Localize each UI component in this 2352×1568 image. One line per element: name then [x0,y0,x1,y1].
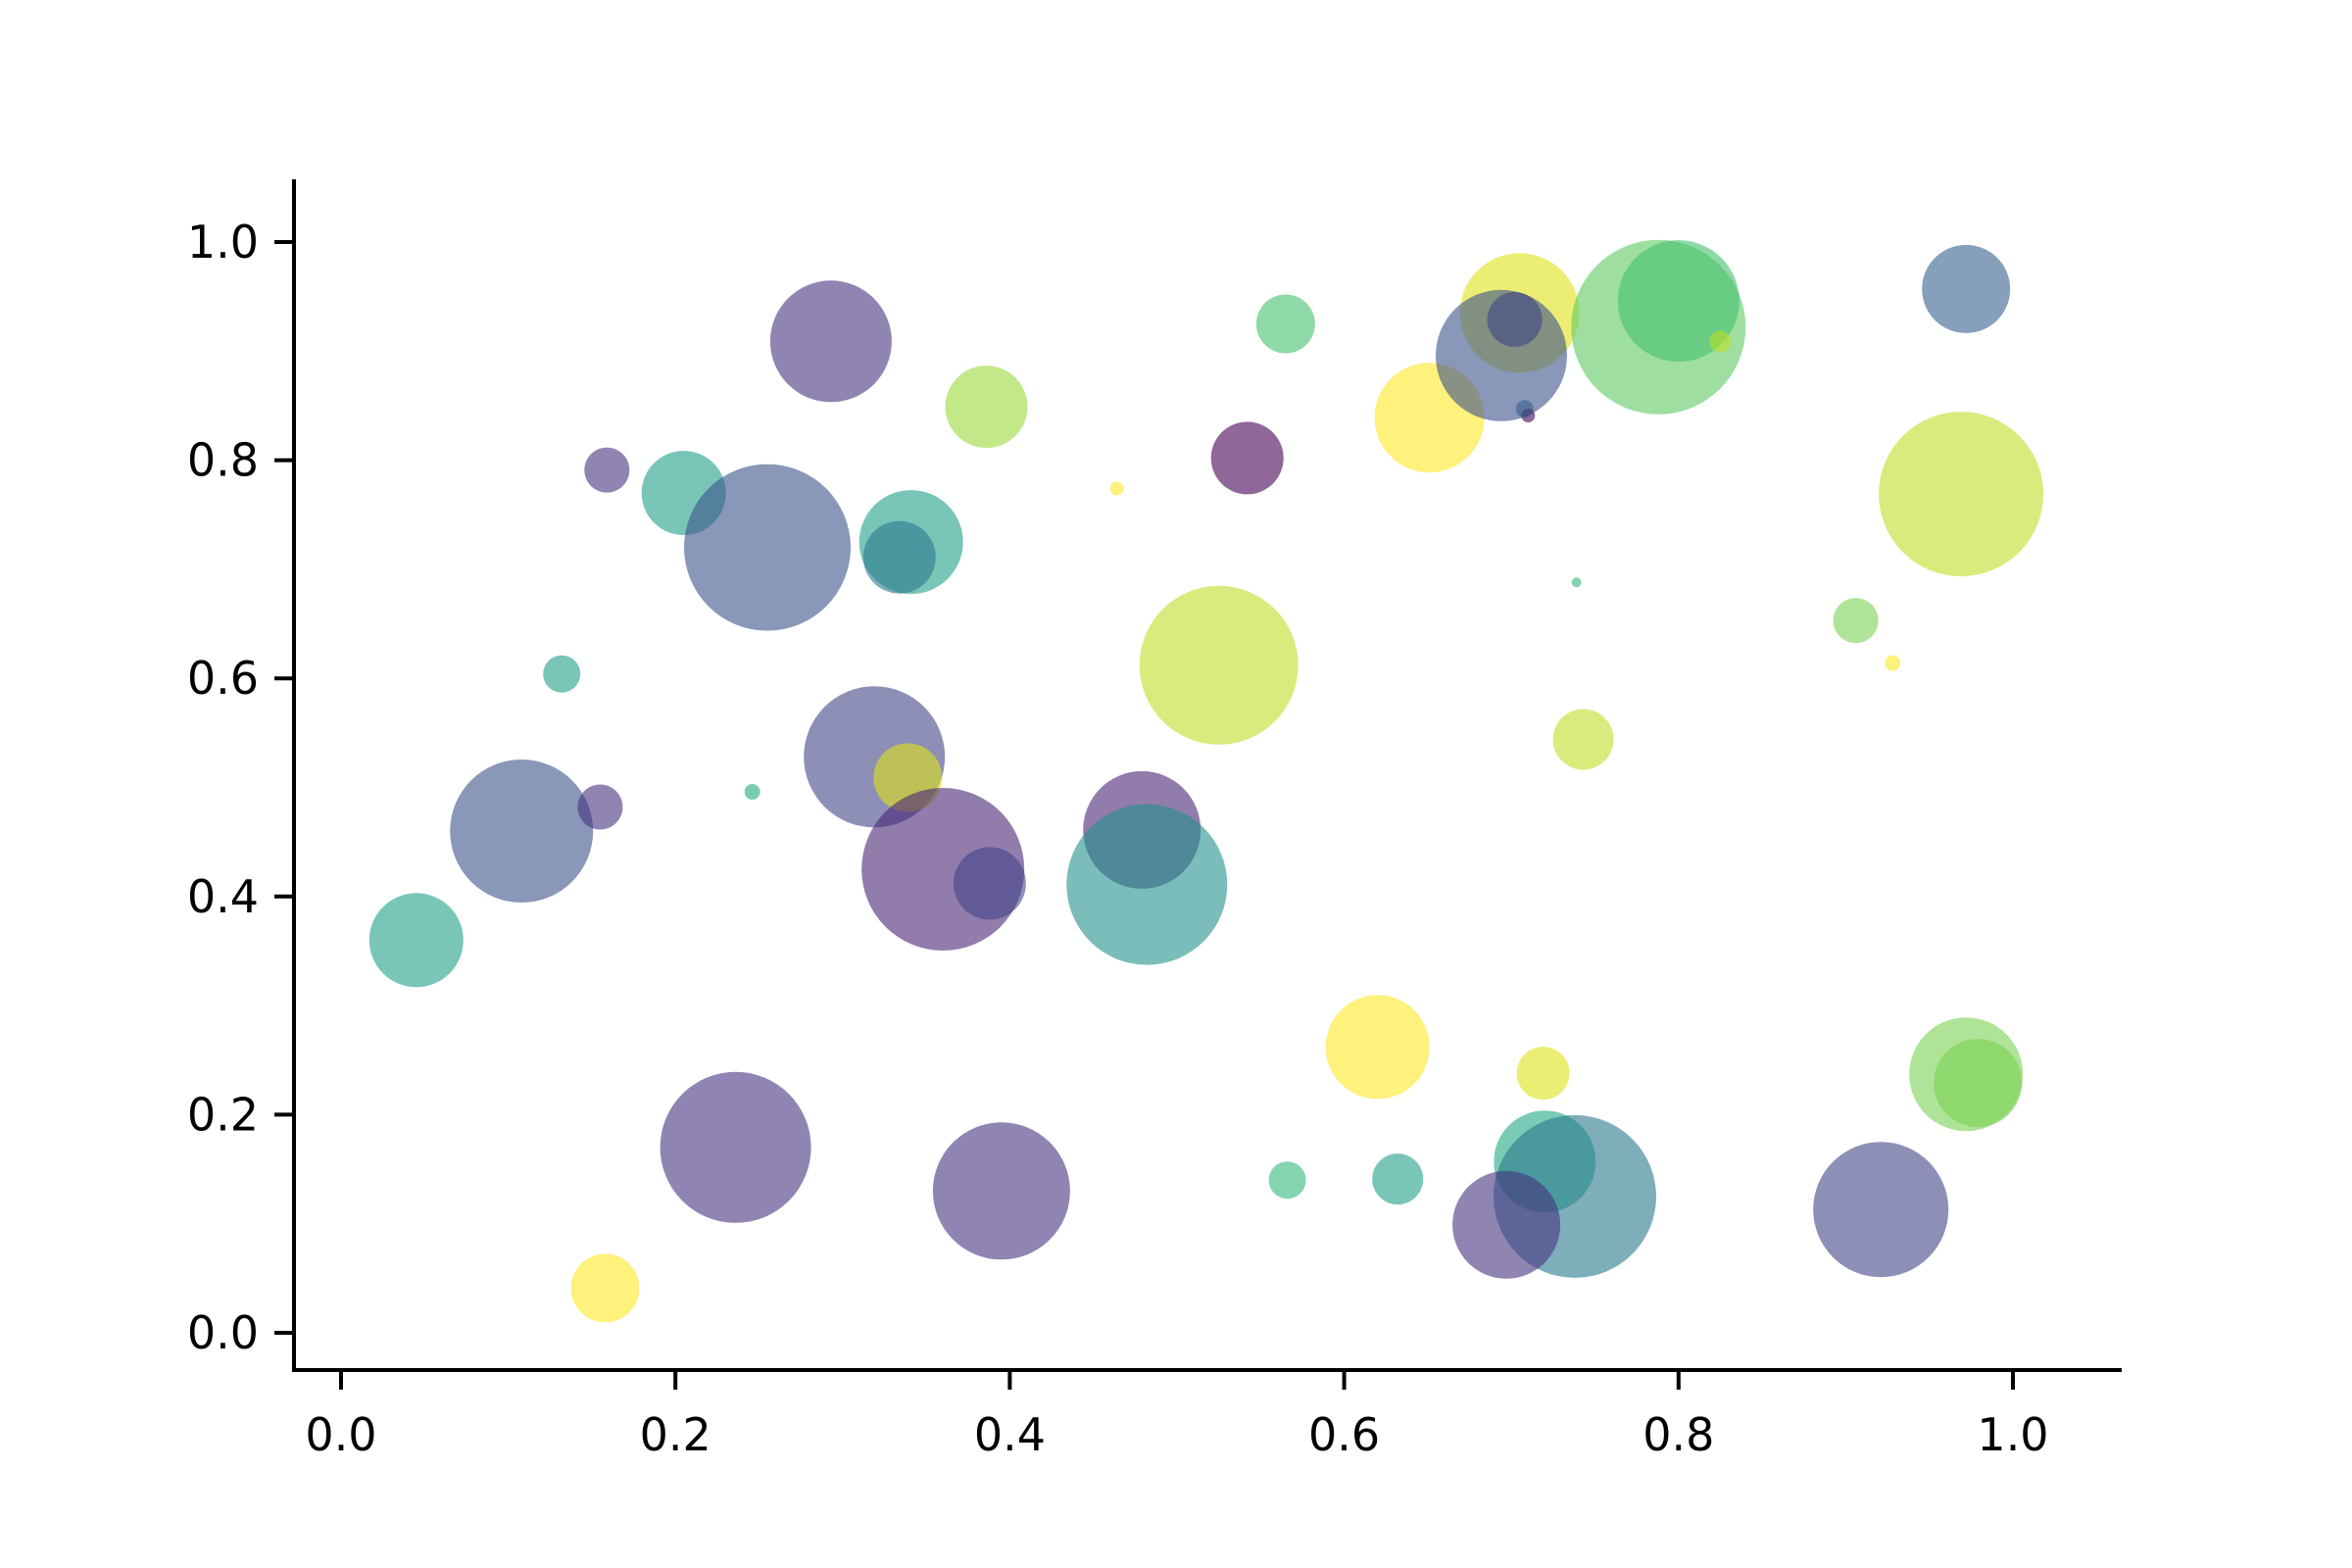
bubble-marker [1255,294,1315,354]
bubble-marker [684,464,851,631]
bubble-marker [1885,655,1901,671]
bubble-marker [862,520,936,594]
bubble-marker [1210,421,1284,495]
y-tick-label: 0.0 [187,1306,259,1359]
bubble-marker [660,1071,811,1223]
bubble-marker [368,893,464,988]
bubble-marker [1452,1170,1561,1279]
bubble-marker [953,847,1026,920]
bubble-marker [450,760,594,903]
bubble-marker [1066,804,1228,965]
bubble-marker [1325,995,1430,1100]
bubble-marker [577,784,623,830]
bubble-marker [1268,1161,1306,1200]
bubble-marker [1515,400,1534,418]
x-tick-label: 1.0 [1977,1408,2048,1461]
bubble-marker [1109,481,1124,496]
bubble-marker [1552,709,1614,770]
bubble-marker [1139,585,1298,745]
bubble-marker [945,366,1028,449]
bubble-marker [932,1122,1070,1260]
bubble-marker [769,280,892,403]
bubble-marker [1709,330,1732,353]
bubble-marker [570,1253,640,1323]
y-tick-label: 0.2 [187,1088,259,1141]
bubble-marker [1922,244,2011,333]
bubble-marker [1571,577,1582,588]
bubble-marker [1516,1047,1570,1101]
bubble-marker [1372,1153,1424,1205]
bubble-marker [1934,1039,2023,1128]
y-tick-label: 0.4 [187,870,259,923]
x-tick-label: 0.4 [974,1408,1046,1461]
bubble-marker [1813,1142,1949,1278]
x-tick-label: 0.6 [1308,1408,1380,1461]
x-tick-label: 0.0 [305,1408,376,1461]
y-tick-label: 0.6 [187,652,259,705]
x-tick-label: 0.2 [640,1408,711,1461]
bubble-marker [584,447,630,493]
x-tick-label: 0.8 [1642,1408,1714,1461]
bubble-marker [543,655,581,693]
bubble-marker [744,784,760,800]
bubble-marker [1487,292,1543,347]
y-tick-label: 1.0 [187,216,259,269]
y-tick-label: 0.8 [187,434,259,487]
bubble-marker [1833,598,1879,644]
bubble-marker [1879,412,2044,577]
bubble-marker [1617,240,1740,363]
